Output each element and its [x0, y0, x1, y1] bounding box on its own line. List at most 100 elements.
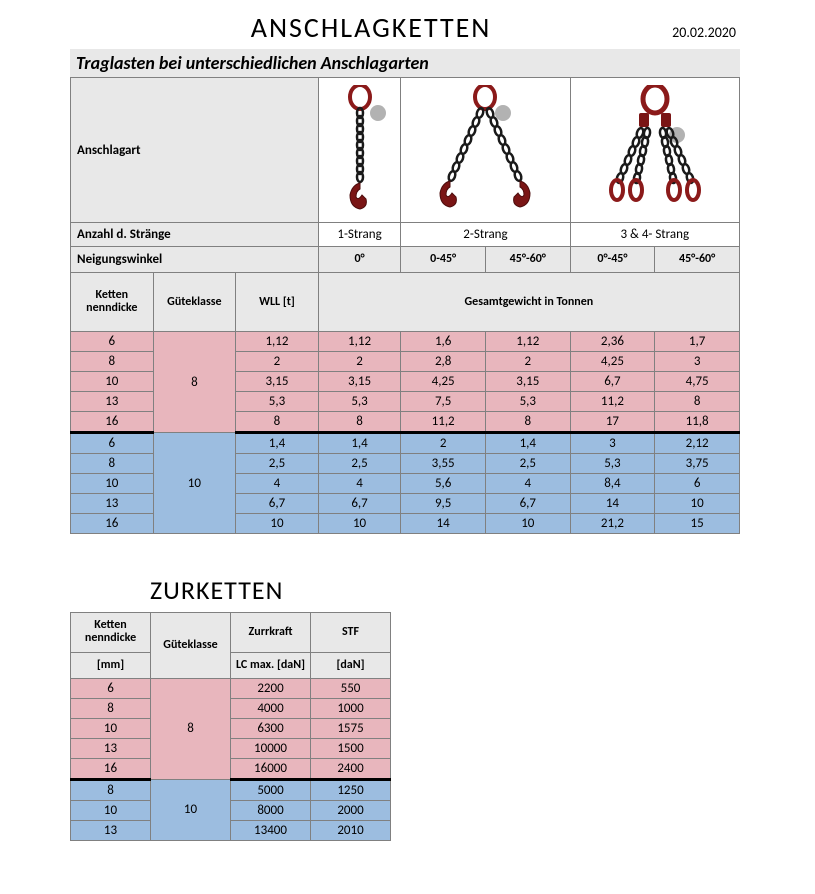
- cell-value: 2: [318, 352, 401, 372]
- cell-value: 10: [236, 514, 319, 534]
- cell-stf: 1500: [311, 738, 391, 758]
- cell-dicke: 8: [71, 454, 154, 474]
- table-row: 16160002400: [71, 758, 391, 779]
- cell-value: 4: [236, 474, 319, 494]
- cell-value: 2,5: [236, 454, 319, 474]
- cell-value: 1,4: [236, 433, 319, 454]
- cell-value: 5,3: [570, 454, 655, 474]
- cell-value: 14: [570, 494, 655, 514]
- cell-value: 3,75: [655, 454, 740, 474]
- cell-value: 10: [485, 514, 570, 534]
- cell-gueteklasse: 8: [151, 678, 231, 779]
- z-dicke: Ketten nenndicke: [71, 613, 151, 652]
- cell-lc: 16000: [231, 758, 311, 779]
- cell-value: 3: [570, 433, 655, 454]
- cell-value: 8: [318, 412, 401, 433]
- cell-value: 8: [485, 412, 570, 433]
- cell-value: 7,5: [401, 392, 486, 412]
- cell-value: 11,2: [570, 392, 655, 412]
- cell-value: 2: [236, 352, 319, 372]
- cell-value: 1,12: [318, 332, 401, 352]
- section-header: Traglasten bei unterschiedlichen Anschla…: [70, 49, 740, 77]
- section-title-2: ZURKETTEN: [150, 574, 740, 606]
- table-row: 682200550: [71, 678, 391, 698]
- cell-value: 5,3: [485, 392, 570, 412]
- cell-lc: 6300: [231, 718, 311, 738]
- angle-3: 0°-45°: [570, 247, 655, 273]
- cell-stf: 2400: [311, 758, 391, 779]
- cell-value: 2: [485, 352, 570, 372]
- load-table: Anschlagart: [70, 77, 740, 534]
- table-row: 1080002000: [71, 800, 391, 820]
- cell-dicke: 10: [71, 800, 151, 820]
- cell-value: 5,3: [236, 392, 319, 412]
- cell-value: 17: [570, 412, 655, 433]
- strand-col-2: 2-Strang: [401, 223, 570, 247]
- cell-value: 2: [401, 433, 486, 454]
- cell-dicke: 10: [71, 372, 154, 392]
- strands-label: Anzahl d. Stränge: [71, 223, 319, 247]
- cell-stf: 1575: [311, 718, 391, 738]
- cell-stf: 2000: [311, 800, 391, 820]
- cell-gueteklasse: 10: [153, 433, 236, 534]
- cell-value: 3,15: [318, 372, 401, 392]
- cell-value: 8,4: [570, 474, 655, 494]
- cell-value: 11,8: [655, 412, 740, 433]
- cell-value: 10: [318, 514, 401, 534]
- angle-1: 0-45°: [401, 247, 486, 273]
- cell-stf: 2010: [311, 820, 391, 840]
- cell-value: 5,6: [401, 474, 486, 494]
- cell-dicke: 10: [71, 474, 154, 494]
- z-lc: LC max. [daN]: [231, 652, 311, 678]
- cell-value: 8: [236, 412, 319, 433]
- illustration-2-strand: [401, 78, 570, 223]
- cell-value: 6,7: [318, 494, 401, 514]
- cell-value: 1,12: [236, 332, 319, 352]
- col-wll: WLL [t]: [236, 273, 319, 332]
- z-zurr: Zurrkraft: [231, 613, 311, 652]
- z-stf: STF: [311, 613, 391, 652]
- angle-label: Neigungswinkel: [71, 247, 319, 273]
- cell-dicke: 13: [71, 820, 151, 840]
- cell-dicke: 6: [71, 433, 154, 454]
- cell-gueteklasse: 8: [153, 332, 236, 433]
- cell-dicke: 8: [71, 779, 151, 800]
- cell-value: 6: [655, 474, 740, 494]
- angle-4: 45°-60°: [655, 247, 740, 273]
- cell-value: 2,5: [485, 454, 570, 474]
- cell-value: 1,4: [318, 433, 401, 454]
- cell-dicke: 13: [71, 392, 154, 412]
- illustration-1-strand: [318, 78, 401, 223]
- cell-lc: 4000: [231, 698, 311, 718]
- cell-value: 4: [318, 474, 401, 494]
- cell-value: 2,12: [655, 433, 740, 454]
- table-row: 13134002010: [71, 820, 391, 840]
- cell-value: 1,12: [485, 332, 570, 352]
- document-date: 20.02.2020: [672, 24, 740, 41]
- cell-value: 15: [655, 514, 740, 534]
- cell-stf: 1000: [311, 698, 391, 718]
- table-row: 681,121,121,61,122,361,7: [71, 332, 740, 352]
- strand-col-1: 1-Strang: [318, 223, 401, 247]
- zurr-table: Ketten nenndicke Güteklasse Zurrkraft ST…: [70, 612, 391, 841]
- cell-lc: 2200: [231, 678, 311, 698]
- cell-value: 3,55: [401, 454, 486, 474]
- cell-value: 1,4: [485, 433, 570, 454]
- table-row: 13100001500: [71, 738, 391, 758]
- cell-value: 5,3: [318, 392, 401, 412]
- cell-value: 8: [655, 392, 740, 412]
- col-dicke: Ketten nenndicke: [71, 273, 154, 332]
- cell-dicke: 13: [71, 738, 151, 758]
- cell-value: 3: [655, 352, 740, 372]
- cell-stf: 1250: [311, 779, 391, 800]
- cell-value: 2,5: [318, 454, 401, 474]
- cell-dicke: 8: [71, 698, 151, 718]
- cell-value: 4,25: [401, 372, 486, 392]
- cell-dicke: 8: [71, 352, 154, 372]
- cell-value: 1,6: [401, 332, 486, 352]
- col-gesamt: Gesamtgewicht in Tonnen: [318, 273, 739, 332]
- cell-dicke: 16: [71, 514, 154, 534]
- table-row: 81050001250: [71, 779, 391, 800]
- page-title: ANSCHLAGKETTEN: [70, 10, 672, 45]
- cell-lc: 5000: [231, 779, 311, 800]
